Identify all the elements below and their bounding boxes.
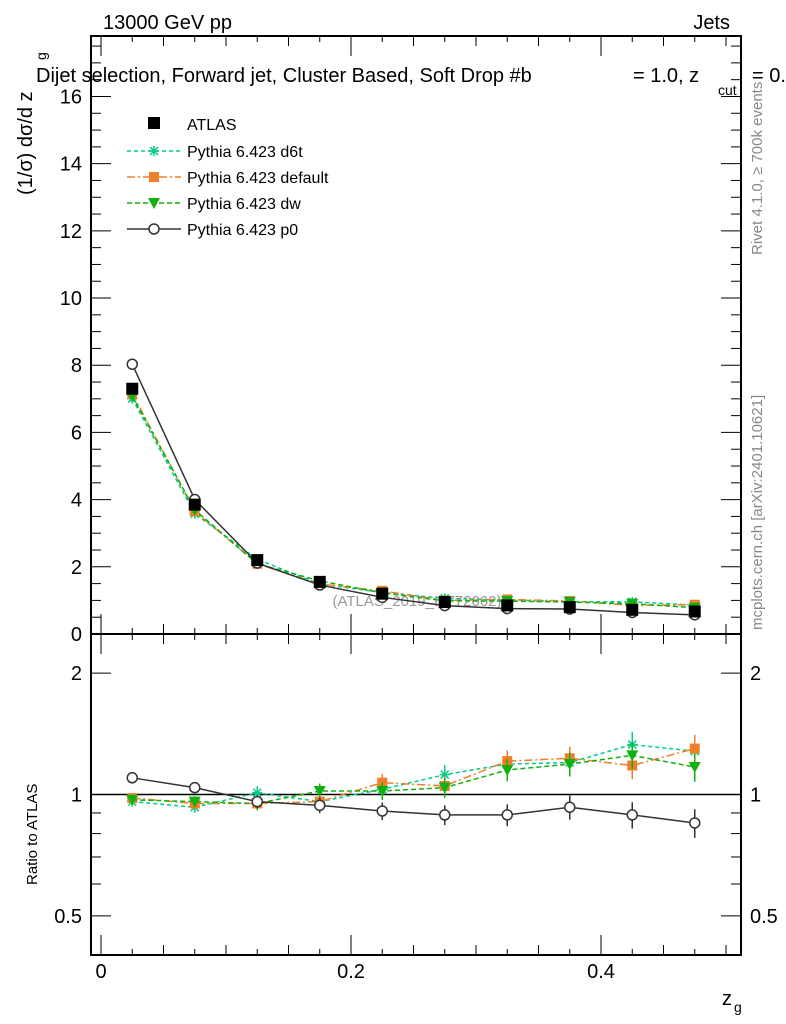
- ratio-point: [251, 795, 263, 808]
- series-line-main: [131, 363, 695, 616]
- series-line-main: [131, 393, 695, 607]
- chart-title-eta: = 1.0, z: [633, 65, 699, 87]
- ratio-point: [439, 809, 451, 821]
- legend-label: Pythia 6.423 dw: [187, 196, 301, 213]
- side-label-mcplots: mcplots.cern.ch [arXiv:2401.10621]: [749, 395, 766, 630]
- series-line-ratio: [132, 754, 695, 805]
- ratio-frame: [90, 633, 742, 956]
- ratio-point: [501, 765, 514, 777]
- y-tick-label: 0: [71, 624, 82, 646]
- ratio-point: [313, 786, 326, 798]
- ratio-point: [501, 809, 513, 821]
- ratio-point: [626, 809, 638, 821]
- x-tick-label: 0.2: [337, 961, 365, 983]
- data-point: [438, 596, 451, 609]
- ratio-point: [439, 769, 450, 780]
- ratio-point: [626, 750, 639, 762]
- legend-marker: [149, 146, 159, 156]
- ratio-point: [689, 743, 700, 754]
- data-point: [376, 587, 389, 600]
- legend-marker: [148, 198, 160, 209]
- y-tick-label: 14: [60, 154, 82, 176]
- ratio-point: [126, 794, 139, 806]
- ratio-y-tick-label: 1: [71, 785, 82, 807]
- chart-title: Dijet selection, Forward jet, Cluster Ba…: [36, 65, 532, 87]
- y-tick-label: 4: [71, 490, 82, 512]
- data-point: [251, 554, 264, 567]
- ratio-point: [126, 772, 138, 784]
- data-point: [563, 601, 576, 614]
- y-tick-label: 6: [71, 422, 82, 444]
- y-tick-label: 2: [71, 557, 82, 579]
- legend-marker: [149, 172, 159, 182]
- legend-label: Pythia 6.423 d6t: [187, 144, 303, 161]
- series-line-ratio: [132, 743, 695, 808]
- x-tick-label: 0.4: [587, 961, 615, 983]
- chart-title-tail: = 0.: [752, 65, 786, 87]
- series-line-ratio: [132, 747, 695, 805]
- data-point: [501, 599, 514, 612]
- legend-label: Pythia 6.423 default: [187, 170, 329, 187]
- ratio-point: [563, 759, 576, 771]
- y-axis-label-sub: g: [33, 52, 49, 60]
- header-left: 13000 GeV pp: [103, 12, 232, 34]
- series-line-ratio: [132, 777, 695, 824]
- ratio-y-tick-label: 2: [71, 663, 82, 685]
- chart-title-sub: cut: [718, 82, 737, 98]
- ratio-y-tick-label-right: 2: [750, 663, 761, 685]
- data-point: [626, 603, 639, 616]
- x-axis-label-sub: g: [734, 999, 742, 1015]
- ratio-point: [188, 796, 201, 808]
- ratio-point: [688, 761, 701, 773]
- header-right: Jets: [693, 12, 730, 34]
- legend-marker-atlas: [148, 117, 160, 129]
- side-label-rivet: Rivet 4.1.0, ≥ 700k events: [749, 82, 766, 255]
- series-line-main: [131, 395, 695, 609]
- ratio-point: [689, 817, 701, 829]
- y-tick-label: 16: [60, 86, 82, 108]
- x-tick-label: 0: [95, 961, 106, 983]
- data-point: [313, 575, 326, 588]
- legend-marker: [148, 223, 160, 235]
- ratio-y-tick-label-right: 0.5: [750, 906, 778, 928]
- data-point: [188, 498, 201, 511]
- ratio-y-axis-label: Ratio to ATLAS: [24, 784, 41, 885]
- y-tick-label: 8: [71, 355, 82, 377]
- series-point: [126, 358, 138, 370]
- ratio-point: [564, 801, 576, 813]
- ratio-point: [376, 805, 388, 817]
- ratio-point: [376, 786, 389, 798]
- ratio-point: [438, 782, 451, 794]
- y-tick-label: 12: [60, 221, 82, 243]
- ratio-y-tick-label: 0.5: [54, 906, 82, 928]
- ratio-point: [314, 799, 326, 812]
- legend-label: ATLAS: [187, 117, 237, 134]
- x-axis-label: z: [722, 988, 732, 1010]
- y-tick-label: 10: [60, 288, 82, 310]
- series-line-main: [131, 398, 695, 606]
- data-point: [688, 605, 701, 618]
- ratio-y-tick-label-right: 1: [750, 785, 761, 807]
- ratio-point: [189, 781, 201, 794]
- data-point: [126, 382, 139, 395]
- y-axis-label: (1/σ) dσ/d z: [15, 91, 37, 195]
- ratio-point: [252, 787, 263, 798]
- legend-label: Pythia 6.423 p0: [187, 222, 298, 239]
